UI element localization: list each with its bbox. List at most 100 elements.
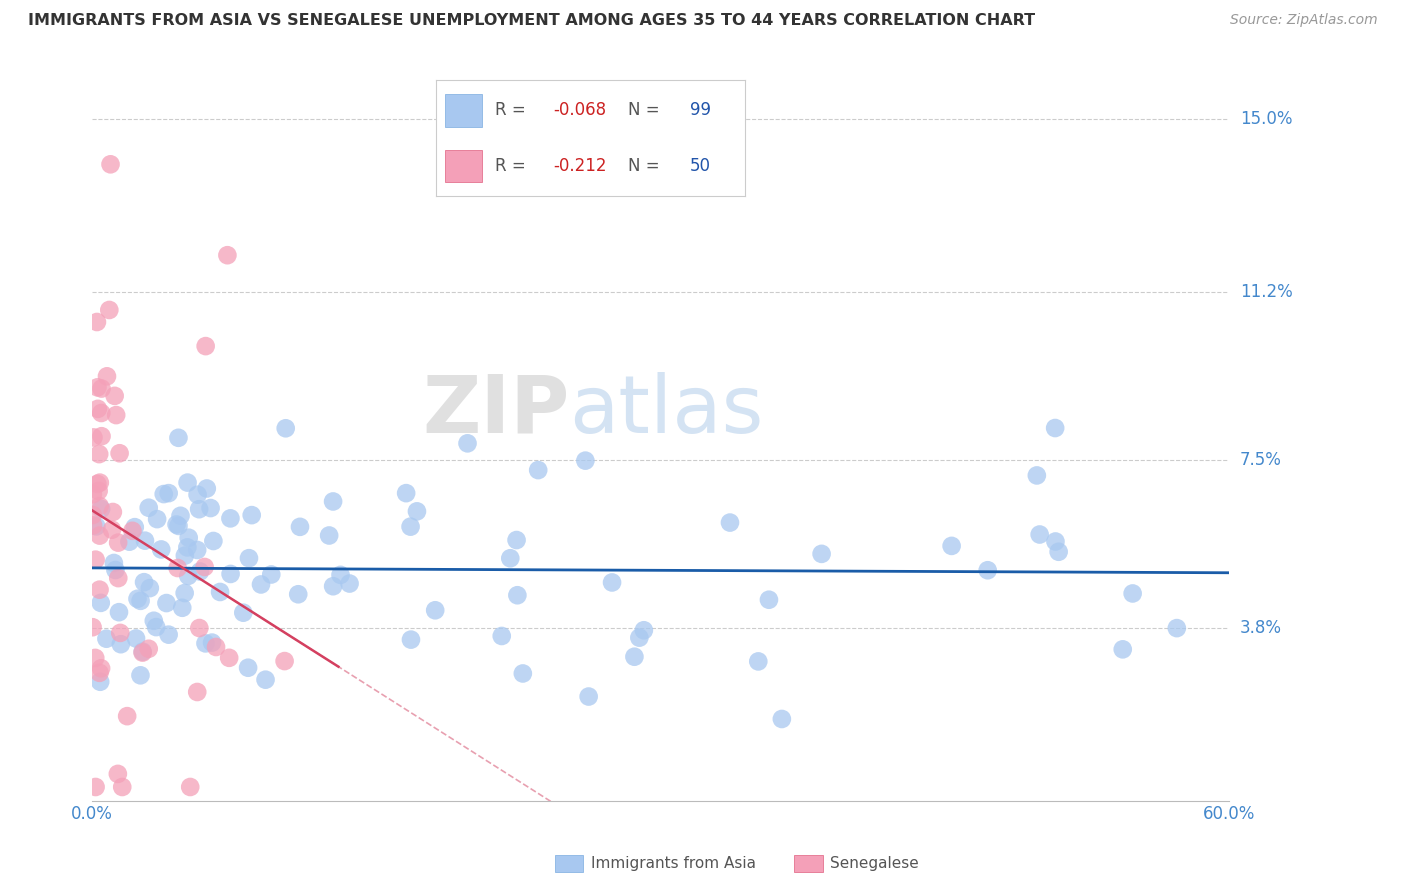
Point [339, 576, 361, 591]
Text: Source: ZipAtlas.com: Source: ZipAtlas.com [1230, 13, 1378, 28]
Point [217, 248, 239, 262]
Point [512, 666, 534, 681]
Point [1047, 545, 1070, 559]
Point [104, 563, 127, 577]
Point [395, 486, 418, 500]
Point [1025, 468, 1047, 483]
Point [176, 541, 198, 555]
FancyBboxPatch shape [446, 150, 482, 182]
Point [150, 542, 173, 557]
Point [491, 629, 513, 643]
Point [142, 614, 165, 628]
Point [399, 632, 422, 647]
Point [941, 539, 963, 553]
Point [131, 645, 153, 659]
Point [90, 429, 112, 443]
Text: Senegalese: Senegalese [830, 856, 918, 871]
Point [177, 569, 200, 583]
Point [194, 560, 217, 574]
Point [578, 690, 600, 704]
Text: N =: N = [627, 157, 665, 175]
Text: -0.212: -0.212 [554, 157, 607, 175]
Point [82, 430, 104, 444]
Point [124, 520, 146, 534]
Point [287, 587, 309, 601]
Point [329, 567, 352, 582]
Point [1122, 586, 1144, 600]
Point [260, 567, 283, 582]
Point [146, 512, 169, 526]
Point [623, 649, 645, 664]
Point [747, 654, 769, 668]
Point [810, 547, 832, 561]
Point [202, 533, 225, 548]
Point [186, 543, 208, 558]
Point [166, 561, 188, 575]
Point [96, 369, 118, 384]
Point [240, 508, 263, 522]
Text: -0.068: -0.068 [554, 102, 606, 120]
Point [1166, 621, 1188, 635]
Point [82, 508, 104, 522]
Text: 50: 50 [689, 157, 710, 175]
Point [236, 661, 259, 675]
Point [134, 533, 156, 548]
Text: R =: R = [495, 102, 530, 120]
Point [90, 382, 112, 396]
Point [108, 605, 131, 619]
Point [172, 600, 194, 615]
Point [219, 566, 242, 581]
Point [87, 401, 110, 416]
Point [155, 596, 177, 610]
Point [90, 661, 112, 675]
Text: N =: N = [627, 102, 665, 120]
Point [89, 528, 111, 542]
Point [167, 519, 190, 533]
Point [127, 591, 149, 606]
Point [318, 528, 340, 542]
Point [115, 709, 138, 723]
Point [103, 556, 125, 570]
Point [90, 501, 112, 516]
Point [232, 606, 254, 620]
Point [179, 780, 201, 794]
Point [574, 453, 596, 467]
Point [89, 665, 111, 680]
Point [110, 637, 132, 651]
Point [90, 596, 112, 610]
Text: Immigrants from Asia: Immigrants from Asia [591, 856, 755, 871]
Point [1043, 421, 1066, 435]
Point [86, 380, 108, 394]
Point [107, 535, 129, 549]
Text: 99: 99 [689, 102, 710, 120]
Point [218, 650, 240, 665]
Point [288, 520, 311, 534]
Point [84, 651, 107, 665]
Text: IMMIGRANTS FROM ASIA VS SENEGALESE UNEMPLOYMENT AMONG AGES 35 TO 44 YEARS CORREL: IMMIGRANTS FROM ASIA VS SENEGALESE UNEMP… [28, 13, 1035, 29]
Point [108, 446, 131, 460]
Text: 15.0%: 15.0% [1240, 110, 1292, 128]
Point [399, 519, 422, 533]
Point [254, 673, 277, 687]
Point [110, 626, 132, 640]
Point [633, 624, 655, 638]
Point [166, 517, 188, 532]
Point [177, 531, 200, 545]
Text: 7.5%: 7.5% [1240, 450, 1282, 468]
Point [101, 523, 124, 537]
Point [187, 488, 209, 502]
Point [188, 621, 211, 635]
Point [273, 654, 295, 668]
Point [173, 586, 195, 600]
Point [101, 505, 124, 519]
Point [84, 780, 107, 794]
Point [457, 436, 479, 450]
Point [107, 767, 129, 781]
Point [121, 524, 143, 538]
Point [82, 518, 104, 533]
Point [87, 483, 110, 498]
Point [86, 315, 108, 329]
Point [89, 674, 111, 689]
Point [499, 551, 522, 566]
Point [506, 588, 529, 602]
